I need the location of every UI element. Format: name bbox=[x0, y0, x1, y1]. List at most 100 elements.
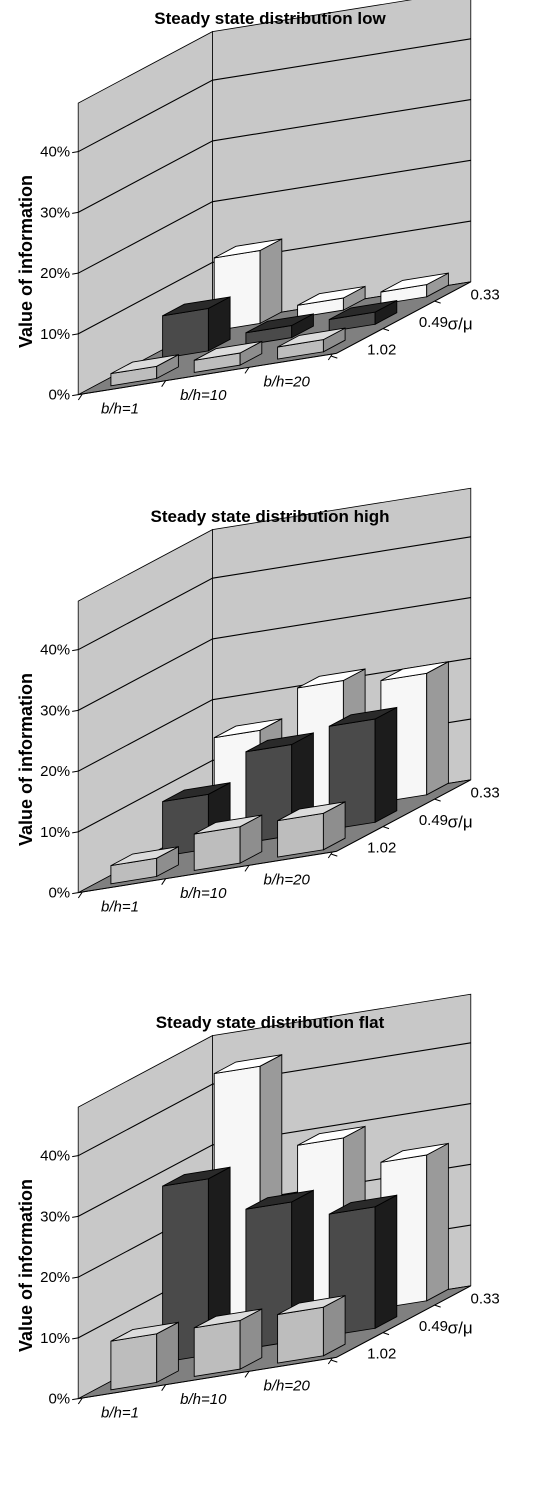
bar-0_49-1 bbox=[162, 1166, 231, 1363]
bar-front-face bbox=[162, 307, 209, 359]
z-axis-label: σ/μ bbox=[448, 315, 473, 334]
bar-top-face bbox=[110, 1321, 179, 1342]
y-tick-label: 30% bbox=[40, 1208, 70, 1225]
bar-0_49-3 bbox=[328, 706, 398, 831]
bar-top-face bbox=[213, 1054, 283, 1075]
x-tick-mark bbox=[161, 1384, 167, 1391]
x-tick-mark bbox=[77, 891, 83, 899]
z-tick-label: 0.49 bbox=[419, 812, 448, 829]
bar-1_02-1 bbox=[110, 353, 179, 387]
bar-side-face bbox=[259, 238, 283, 325]
x-axis-line bbox=[78, 352, 337, 396]
bar-top-face bbox=[380, 272, 449, 293]
x-tick-mark bbox=[77, 393, 83, 401]
chart-title: Steady state distribution flat bbox=[156, 1013, 385, 1032]
chart-2: Steady state distribution high 0% 10% 20% 30… bbox=[16, 487, 500, 915]
y-tick-label: 0% bbox=[48, 387, 70, 404]
bar-top-face bbox=[328, 707, 398, 727]
bar-top-face bbox=[162, 782, 231, 803]
bar-top-face bbox=[277, 327, 346, 348]
x-tick-label: b/h=1 bbox=[101, 400, 139, 417]
y-tick-mark bbox=[72, 211, 79, 214]
z-axis-label: σ/μ bbox=[448, 813, 473, 832]
y-tick-mark bbox=[72, 831, 79, 834]
bar-top-face bbox=[380, 661, 449, 682]
gridline bbox=[77, 657, 471, 772]
z-tick-mark bbox=[331, 1359, 338, 1363]
y-tick-mark bbox=[72, 892, 79, 895]
y-tick-label: 40% bbox=[40, 144, 70, 161]
bar-side-face bbox=[426, 660, 449, 796]
bar-side-face bbox=[374, 1194, 398, 1330]
x-tick-label: b/h=20 bbox=[264, 1378, 311, 1395]
y-tick-mark bbox=[72, 1337, 79, 1340]
bar-top-face bbox=[245, 313, 314, 334]
z-tick-label: 0.33 bbox=[470, 1290, 499, 1307]
x-tick-label: b/h=20 bbox=[264, 374, 311, 391]
z-axis-line bbox=[336, 779, 472, 852]
z-axis-line bbox=[336, 1285, 472, 1358]
y-tick-label: 30% bbox=[40, 204, 70, 221]
bar-1_02-1 bbox=[110, 845, 179, 885]
z-tick-mark bbox=[382, 328, 390, 332]
bar-top-face bbox=[193, 1308, 263, 1329]
bar-front-face bbox=[110, 1333, 158, 1391]
bar-1_02-2 bbox=[193, 1308, 263, 1377]
y-tick-label: 0% bbox=[48, 1391, 70, 1408]
y-tick-mark bbox=[72, 151, 79, 154]
z-tick-label: 0.33 bbox=[470, 784, 499, 801]
bar-front-face bbox=[193, 1319, 241, 1377]
bar-top-face bbox=[328, 1194, 398, 1215]
bar-top-face bbox=[297, 1125, 366, 1146]
bar-top-face bbox=[277, 1295, 346, 1315]
chart-title: Steady state distribution low bbox=[154, 9, 386, 28]
x-tick-label: b/h=10 bbox=[180, 885, 227, 902]
z-tick-mark bbox=[434, 798, 441, 802]
bar-1_02-2 bbox=[193, 340, 263, 373]
gridline bbox=[77, 159, 471, 274]
y-tick-label: 10% bbox=[40, 1330, 70, 1347]
y-tick-mark bbox=[72, 272, 79, 275]
y-tick-mark bbox=[72, 394, 79, 397]
z-tick-mark bbox=[331, 355, 338, 359]
y-tick-label: 10% bbox=[40, 824, 70, 841]
gridline bbox=[77, 99, 471, 213]
y-tick-mark bbox=[72, 1155, 79, 1158]
y-tick-mark bbox=[72, 1215, 79, 1218]
bar-top-face bbox=[213, 718, 283, 739]
x-tick-mark bbox=[327, 851, 333, 859]
bar-front-face bbox=[277, 1306, 324, 1364]
bar-top-face bbox=[110, 846, 179, 867]
z-tick-label: 1.02 bbox=[367, 1345, 396, 1362]
y-tick-mark bbox=[72, 709, 79, 712]
gridline bbox=[77, 597, 471, 711]
y-tick-mark bbox=[72, 770, 79, 773]
z-tick-label: 0.49 bbox=[419, 1318, 448, 1335]
x-tick-label: b/h=1 bbox=[101, 1404, 139, 1421]
y-tick-label: 30% bbox=[40, 702, 70, 719]
bar-top-face bbox=[277, 801, 346, 822]
bar-top-face bbox=[213, 238, 283, 259]
z-tick-mark bbox=[382, 1332, 390, 1336]
y-tick-mark bbox=[72, 1276, 79, 1279]
x-tick-label: b/h=20 bbox=[264, 872, 311, 889]
y-axis-label: Value of information bbox=[16, 1179, 36, 1352]
x-tick-label: b/h=10 bbox=[180, 387, 227, 404]
x-tick-mark bbox=[327, 353, 333, 361]
z-tick-mark bbox=[434, 1304, 441, 1308]
y-tick-label: 20% bbox=[40, 763, 70, 780]
z-tick-mark bbox=[382, 826, 390, 830]
z-tick-label: 0.49 bbox=[419, 314, 448, 331]
x-axis-line bbox=[78, 850, 337, 894]
y-tick-label: 20% bbox=[40, 265, 70, 282]
x-tick-mark bbox=[327, 1357, 333, 1365]
y-tick-label: 0% bbox=[48, 885, 70, 902]
gridline bbox=[77, 1042, 471, 1157]
bar-top-face bbox=[245, 732, 314, 753]
z-axis-label: σ/μ bbox=[448, 1319, 473, 1338]
x-tick-mark bbox=[244, 1371, 250, 1378]
bar-top-face bbox=[328, 300, 398, 320]
bar-top-face bbox=[162, 296, 231, 317]
x-tick-mark bbox=[244, 367, 250, 374]
